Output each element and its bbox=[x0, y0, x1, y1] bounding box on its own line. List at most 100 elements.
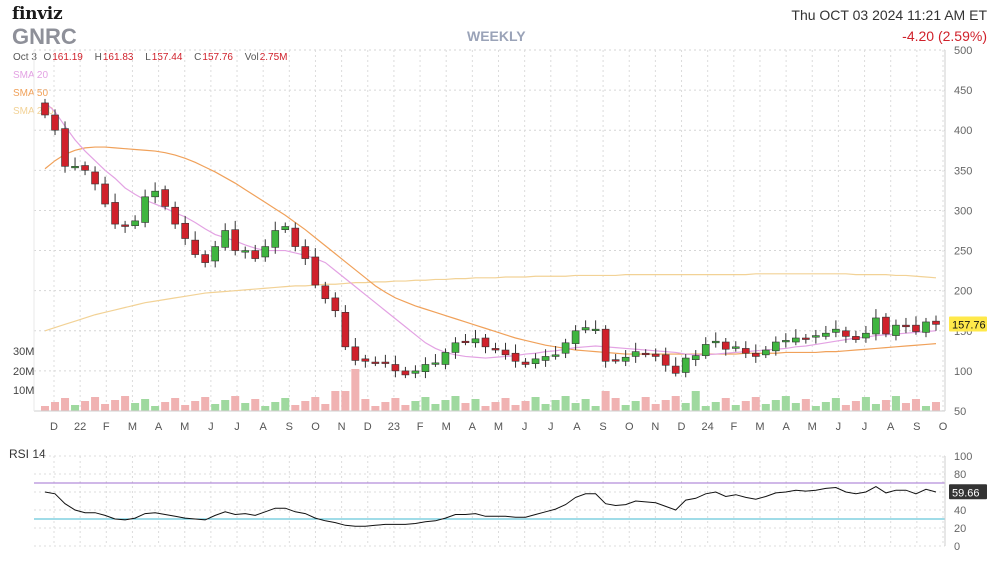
price-tick-label: 200 bbox=[954, 286, 972, 298]
candle-body bbox=[511, 352, 520, 362]
volume-bar bbox=[821, 402, 830, 411]
volume-bar bbox=[151, 406, 160, 411]
volume-bar bbox=[371, 406, 380, 411]
candle-body bbox=[231, 229, 240, 251]
high-value: 161.83 bbox=[102, 52, 134, 63]
candle-body bbox=[741, 348, 750, 354]
volume-bar bbox=[281, 398, 290, 411]
price-tick-label: 100 bbox=[954, 366, 972, 378]
candle-body bbox=[701, 344, 710, 356]
candle-body bbox=[101, 183, 109, 205]
volume-bar bbox=[741, 401, 750, 411]
candle-body bbox=[501, 349, 510, 356]
x-tick-label: S bbox=[286, 421, 293, 433]
candle-body bbox=[842, 330, 850, 337]
volume-bar bbox=[771, 400, 780, 411]
candle-body bbox=[411, 370, 420, 374]
x-tick-label: O bbox=[625, 421, 634, 433]
candle-body bbox=[561, 342, 570, 354]
volume-bar bbox=[321, 404, 330, 411]
x-tick-label: J bbox=[836, 421, 842, 433]
volume-bar bbox=[681, 403, 690, 411]
volume-bar bbox=[861, 397, 870, 411]
volume-bar bbox=[561, 396, 570, 411]
price-tick-label: 50 bbox=[954, 406, 966, 418]
candle-body bbox=[281, 226, 290, 230]
candle-body bbox=[551, 354, 560, 357]
candle-body bbox=[912, 324, 920, 332]
candle-body bbox=[161, 189, 169, 207]
candle-body bbox=[311, 256, 320, 286]
x-tick-label: M bbox=[128, 421, 137, 433]
price-tick-label: 400 bbox=[954, 125, 972, 137]
moving-averages bbox=[44, 101, 937, 359]
finviz-logo[interactable]: finviz bbox=[12, 4, 63, 24]
volume-bar bbox=[71, 405, 80, 411]
volume-bar bbox=[171, 398, 180, 411]
volume-bar bbox=[81, 401, 90, 411]
x-tick-label: F bbox=[730, 421, 737, 433]
candle-body bbox=[261, 246, 270, 258]
volume-bar bbox=[921, 406, 930, 411]
candle-body bbox=[321, 285, 330, 299]
x-tick-label: F bbox=[103, 421, 110, 433]
volume-bar bbox=[51, 402, 60, 411]
volume-bar bbox=[391, 398, 400, 411]
volume-bar bbox=[421, 397, 430, 411]
volume-bar bbox=[191, 401, 200, 411]
candle-body bbox=[571, 330, 580, 344]
x-tick-label: F bbox=[417, 421, 424, 433]
price-tick-label: 450 bbox=[954, 85, 972, 97]
x-tick-label: A bbox=[260, 421, 268, 433]
rsi-tick-label: 40 bbox=[954, 505, 966, 517]
candle-body bbox=[191, 239, 199, 255]
candle-body bbox=[91, 171, 99, 185]
candle-body bbox=[872, 317, 880, 335]
volume-bar bbox=[211, 404, 220, 411]
candle-body bbox=[882, 316, 890, 335]
candle-body bbox=[892, 324, 900, 336]
volume-bar bbox=[781, 396, 790, 411]
volume-bar bbox=[641, 397, 650, 411]
ohlc-date: Oct 3 bbox=[13, 52, 37, 63]
ticker-symbol: GNRC bbox=[12, 24, 77, 49]
volume-bar bbox=[141, 399, 150, 411]
candle-body bbox=[932, 320, 940, 325]
volume-bar bbox=[311, 397, 320, 411]
legend-sma20: SMA 20 bbox=[13, 70, 49, 81]
candle-body bbox=[151, 190, 159, 198]
rsi-tick-label: 0 bbox=[954, 541, 960, 553]
x-tick-label: N bbox=[338, 421, 346, 433]
volume-bar bbox=[841, 405, 850, 411]
candle-body bbox=[171, 206, 179, 225]
x-tick-label: S bbox=[599, 421, 606, 433]
candle-body bbox=[111, 202, 119, 225]
x-tick-label: D bbox=[678, 421, 686, 433]
candle-body bbox=[521, 361, 530, 365]
rsi-title: RSI 14 bbox=[9, 447, 46, 461]
x-tick-label: M bbox=[755, 421, 764, 433]
candle-body bbox=[341, 312, 350, 348]
volume-bar bbox=[491, 402, 500, 411]
candle-body bbox=[531, 358, 540, 364]
volume-bar bbox=[331, 391, 340, 411]
volume-bar bbox=[701, 406, 710, 411]
chart-grid bbox=[34, 49, 945, 546]
x-tick-label: 23 bbox=[388, 421, 400, 433]
volume-bar bbox=[881, 400, 890, 411]
x-tick-label: 22 bbox=[74, 421, 86, 433]
close-value: 157.76 bbox=[202, 52, 233, 63]
open-label: O bbox=[43, 52, 52, 63]
candle-body bbox=[421, 364, 430, 372]
volume-bar bbox=[631, 401, 640, 411]
sma20-line bbox=[44, 101, 937, 359]
candle-body bbox=[141, 196, 149, 223]
candle-body bbox=[481, 337, 490, 348]
sma200-line bbox=[44, 273, 937, 332]
candle-body bbox=[371, 361, 380, 364]
volume-tick-label: 30M bbox=[13, 346, 34, 358]
candle-body bbox=[271, 230, 280, 248]
price-tick-label: 300 bbox=[954, 205, 972, 217]
candle-body bbox=[922, 321, 930, 333]
